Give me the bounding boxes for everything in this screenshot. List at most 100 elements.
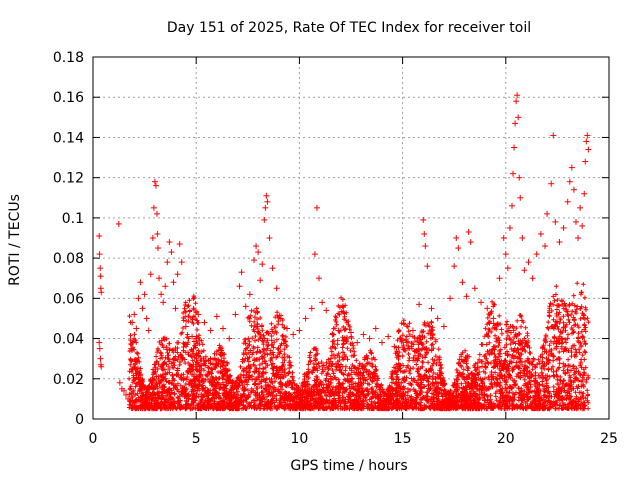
data-point xyxy=(96,232,103,239)
data-point xyxy=(96,251,103,258)
data-point xyxy=(451,263,458,270)
x-tick-label: 5 xyxy=(192,431,201,447)
data-point xyxy=(354,339,361,346)
data-point xyxy=(575,235,582,241)
data-point xyxy=(316,275,323,282)
data-point xyxy=(372,325,379,332)
data-point xyxy=(127,397,134,404)
data-point xyxy=(579,222,586,229)
data-point xyxy=(421,230,428,237)
data-point xyxy=(178,259,185,266)
data-point xyxy=(182,323,189,330)
data-point xyxy=(154,230,161,237)
data-point xyxy=(156,275,163,282)
dense-band-markers xyxy=(126,280,591,412)
chart-title: Day 151 of 2025, Rate Of TEC Index for r… xyxy=(167,20,531,36)
y-axis-label: ROTI / TECUs xyxy=(7,194,23,286)
data-point xyxy=(582,158,589,165)
data-point xyxy=(584,132,591,139)
data-point xyxy=(116,379,123,386)
data-point xyxy=(257,277,264,284)
data-point xyxy=(168,249,175,256)
data-point xyxy=(544,210,551,217)
data-point xyxy=(463,293,470,300)
data-point xyxy=(504,265,511,272)
data-point xyxy=(133,325,140,332)
data-point xyxy=(259,261,266,268)
data-point xyxy=(308,305,315,312)
data-point xyxy=(284,325,291,332)
data-point xyxy=(348,329,354,336)
data-point xyxy=(263,192,270,199)
data-point xyxy=(97,273,104,280)
data-point xyxy=(422,243,429,250)
data-point xyxy=(478,299,485,306)
data-point xyxy=(261,216,268,223)
data-point xyxy=(409,327,416,334)
data-point xyxy=(98,289,105,296)
y-tick-label: 0 xyxy=(75,412,84,428)
data-point xyxy=(521,267,528,274)
data-point xyxy=(155,245,162,252)
data-point xyxy=(189,333,196,340)
data-point xyxy=(568,164,575,171)
data-point xyxy=(508,202,515,209)
data-point xyxy=(164,259,171,266)
data-point xyxy=(519,235,526,241)
data-point xyxy=(236,283,243,290)
data-point xyxy=(391,343,398,350)
data-point xyxy=(128,345,135,352)
data-point xyxy=(232,311,239,318)
data-point xyxy=(510,170,517,177)
data-point xyxy=(434,315,441,322)
data-point xyxy=(238,269,245,276)
data-point xyxy=(459,279,466,286)
data-point xyxy=(129,319,136,326)
data-point xyxy=(500,235,507,241)
data-point xyxy=(207,327,214,334)
data-point xyxy=(213,313,220,320)
data-point xyxy=(174,271,181,278)
data-point xyxy=(513,98,520,105)
data-point xyxy=(550,132,557,139)
data-point xyxy=(123,391,130,398)
data-point xyxy=(416,301,423,308)
data-point xyxy=(153,210,160,217)
data-point xyxy=(360,331,367,338)
data-point xyxy=(147,271,154,278)
data-point xyxy=(160,299,167,306)
data-point xyxy=(253,243,260,250)
y-tick-label: 0.18 xyxy=(53,50,84,66)
data-point xyxy=(512,120,519,127)
data-point xyxy=(552,218,559,225)
data-point xyxy=(115,220,122,227)
x-axis-label: GPS time / hours xyxy=(290,458,407,474)
data-point xyxy=(420,216,427,223)
data-point xyxy=(583,138,590,145)
data-point xyxy=(269,265,276,272)
data-point xyxy=(143,315,150,322)
data-point xyxy=(135,295,142,302)
data-point xyxy=(145,327,152,334)
data-point xyxy=(139,305,146,312)
data-point xyxy=(137,279,144,286)
data-point xyxy=(341,335,348,342)
data-point xyxy=(566,178,573,185)
data-point xyxy=(97,355,104,362)
data-point xyxy=(96,345,103,352)
data-point xyxy=(166,239,173,246)
y-tick-label: 0.02 xyxy=(53,372,84,388)
y-tick-label: 0.06 xyxy=(53,291,84,307)
plot-frame xyxy=(92,56,610,420)
data-point xyxy=(385,333,392,340)
data-point xyxy=(496,275,503,282)
data-point xyxy=(585,146,592,153)
data-point xyxy=(529,275,536,282)
data-point xyxy=(490,315,497,322)
data-point xyxy=(560,224,567,231)
data-point xyxy=(273,285,280,292)
data-point xyxy=(266,235,273,241)
data-point xyxy=(302,315,309,322)
data-point xyxy=(506,224,513,231)
data-point xyxy=(577,204,584,211)
